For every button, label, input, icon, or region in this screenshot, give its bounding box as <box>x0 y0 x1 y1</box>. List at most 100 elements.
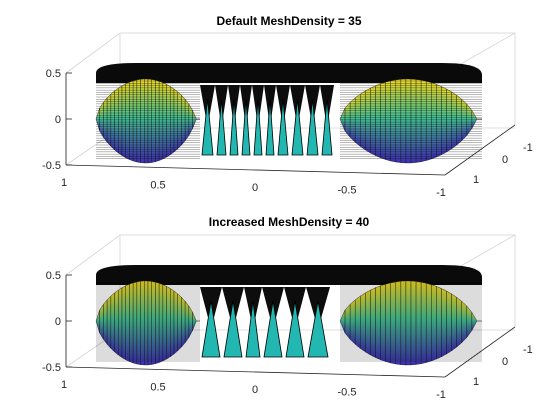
surface-patch <box>125 81 130 160</box>
membrane <box>201 98 214 156</box>
surface-patch <box>170 86 175 156</box>
membrane <box>321 98 333 156</box>
x-axis-line <box>65 366 446 378</box>
y-tick-label: 1 <box>473 174 479 186</box>
surface-patch <box>106 93 112 147</box>
surface-patch <box>136 79 141 163</box>
surface-patch <box>95 309 100 334</box>
membrane <box>306 98 319 156</box>
surface-patch <box>349 299 356 345</box>
surface-patch <box>446 290 452 355</box>
chart-title: Default MeshDensity = 35 <box>216 14 361 28</box>
surface-left-lobe <box>95 78 200 164</box>
y-tick-label: -1 <box>523 142 533 154</box>
membrane <box>223 300 243 358</box>
surface-patch <box>436 286 442 360</box>
z-tick-label: 0 <box>55 114 61 126</box>
membrane <box>307 300 329 358</box>
surface-patch <box>184 300 190 344</box>
surface-patch <box>95 107 100 132</box>
membrane <box>263 300 283 358</box>
membrane <box>291 98 304 156</box>
surface-patch <box>110 90 115 151</box>
y-tick-label: 0 <box>502 356 508 368</box>
z-tick-label: 0.5 <box>46 270 61 282</box>
membrane <box>201 300 221 358</box>
z-tick-label: -0.5 <box>42 160 61 172</box>
surface-patch <box>360 90 366 151</box>
surface-patch <box>415 79 422 163</box>
surface-patch <box>173 290 178 355</box>
surface-patch <box>385 80 391 162</box>
surface-patch <box>181 296 186 348</box>
chart-title: Increased MeshDensity = 40 <box>209 215 370 229</box>
z-tick-label: -0.5 <box>42 362 61 374</box>
z-tick-label: 0 <box>55 316 61 328</box>
surface-middle <box>200 287 330 358</box>
axes: 0.50-0.51 0.5 0 -0.5 -1-101 <box>42 68 533 199</box>
surface <box>95 63 482 164</box>
surface-patch <box>114 87 119 154</box>
surface-right-lobe <box>339 78 482 164</box>
surface-patch <box>177 293 182 352</box>
surface-patch <box>140 78 145 164</box>
x-tick-label: 0 <box>252 182 258 194</box>
subplot-top: Default MeshDensity = 35 0.50-0.51 0.5 0 -0… <box>42 14 533 199</box>
subplot-bottom: Increased MeshDensity = 40 0.5 0 -0.5 1 0.5 0… <box>42 215 533 401</box>
x-tick-label: 0.5 <box>150 180 165 192</box>
surface-patch <box>170 288 175 358</box>
x-tick-label: 1 <box>61 177 67 189</box>
box-edge <box>65 32 516 125</box>
surface-patch <box>426 80 432 161</box>
surface <box>95 265 482 366</box>
surface-patch <box>99 303 104 341</box>
surface-left-lobe <box>95 280 200 366</box>
y-axis-line <box>444 124 516 176</box>
surface-patch <box>461 300 467 344</box>
surface-patch <box>129 80 134 162</box>
surface-patch <box>192 110 197 129</box>
membrane <box>265 98 275 156</box>
surface-patch <box>405 78 412 164</box>
surface-patch <box>162 82 167 160</box>
y-tick-label: -1 <box>523 344 533 356</box>
box-edge <box>65 234 516 327</box>
x-tick-label: -1 <box>436 389 446 401</box>
surface-patch <box>380 81 386 160</box>
surface-patch <box>395 79 402 163</box>
surface-patch <box>344 303 351 340</box>
surface-patch <box>106 295 112 349</box>
surface-patch <box>441 86 447 156</box>
surface-patch <box>471 109 478 129</box>
surface-patch <box>436 84 442 158</box>
membrane <box>229 98 239 156</box>
surface-patch <box>451 293 457 352</box>
x-tick-label: 0 <box>252 384 258 396</box>
membrane <box>216 98 227 156</box>
surface-patch <box>103 299 108 345</box>
surface-rim <box>96 265 482 285</box>
surface-patch <box>158 80 164 161</box>
x-tick-label: -0.5 <box>338 185 357 197</box>
y-axis-line <box>444 326 516 378</box>
membrane <box>241 98 251 156</box>
surface-rim <box>96 63 482 83</box>
surface-patch <box>355 93 361 147</box>
surface-patch <box>151 79 156 163</box>
surface-patch <box>431 82 437 160</box>
x-axis-line <box>65 164 446 176</box>
membrane <box>277 98 289 156</box>
x-tick-label: -0.5 <box>338 387 357 399</box>
x-tick-label: -1 <box>436 187 446 199</box>
membrane <box>285 300 305 358</box>
surface-patch <box>400 78 407 164</box>
surface-patch <box>441 288 447 358</box>
surface-patch <box>410 78 417 164</box>
y-tick-label: 1 <box>473 376 479 388</box>
surface-patch <box>456 94 462 146</box>
x-tick-label: 0.5 <box>150 382 165 394</box>
membrane <box>245 300 261 358</box>
y-tick-label: 0 <box>502 154 508 166</box>
z-tick-label: 0.5 <box>46 68 61 80</box>
